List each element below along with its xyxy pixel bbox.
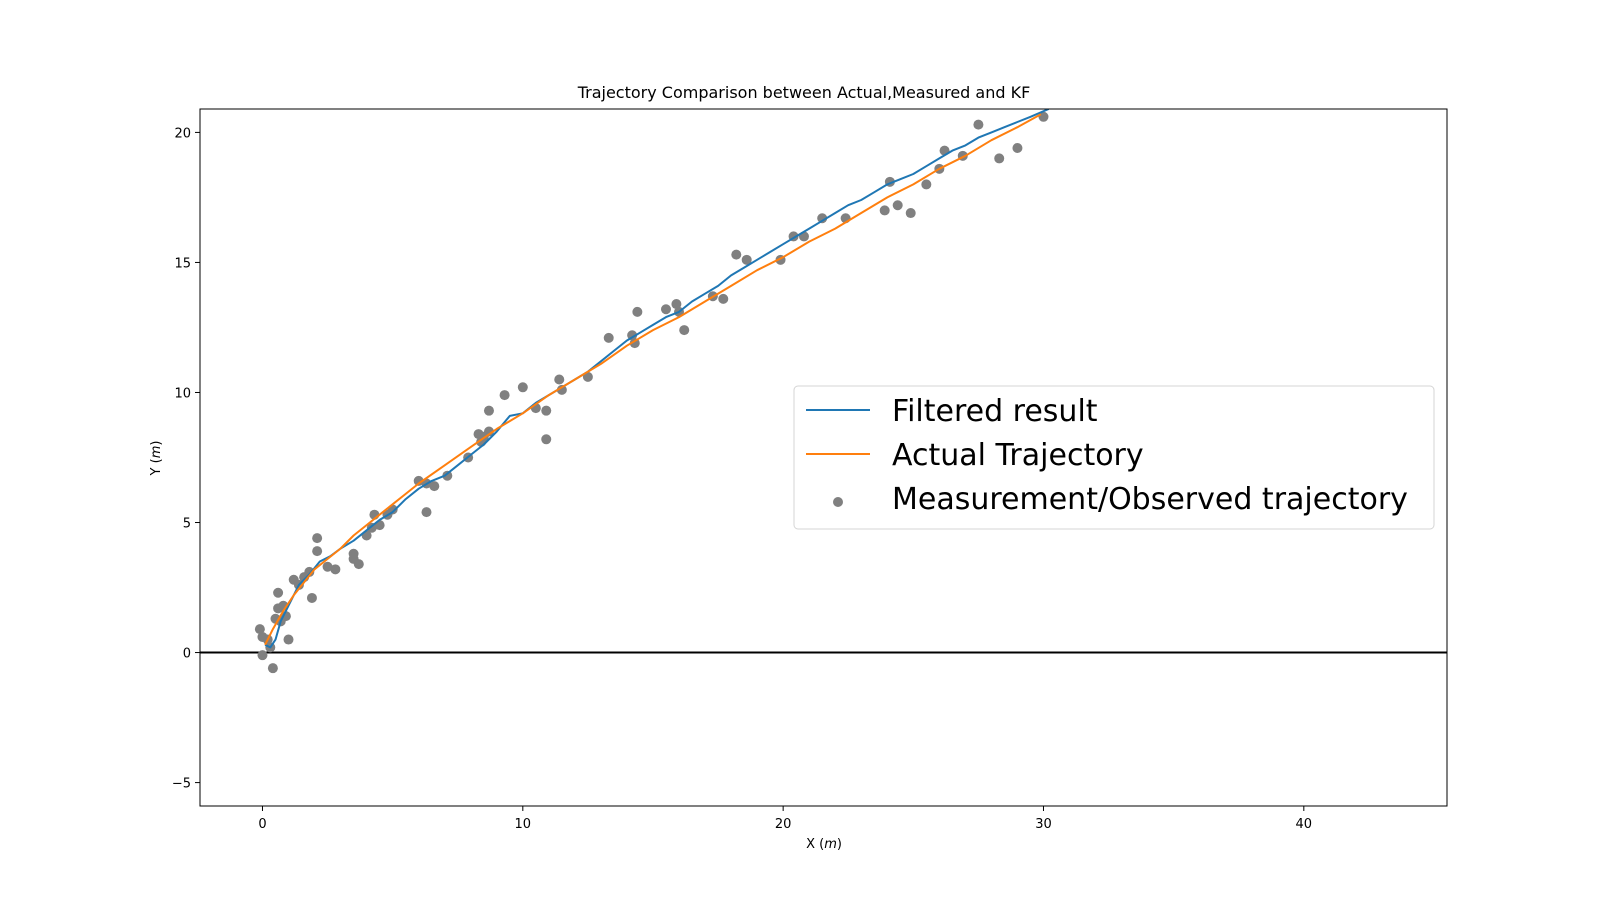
y-tick-label: 5 xyxy=(183,517,191,532)
measurement-point xyxy=(973,119,984,130)
actual-trajectory-line xyxy=(264,113,1042,646)
measurement-point xyxy=(330,564,341,575)
measurement-point xyxy=(541,405,552,416)
measurement-point xyxy=(499,390,510,401)
measurement-point xyxy=(483,405,494,416)
x-axis-label: X (m) xyxy=(806,837,842,852)
x-tick-label: 10 xyxy=(515,817,532,832)
measurement-point xyxy=(483,426,494,437)
measurement-point xyxy=(879,205,890,216)
measurement-point xyxy=(632,306,643,317)
measurement-point xyxy=(1012,143,1023,154)
y-tick-label: 15 xyxy=(174,256,191,271)
measurement-point xyxy=(554,374,565,385)
legend: Filtered result Actual Trajectory Measur… xyxy=(793,385,1435,530)
legend-swatch-measured xyxy=(833,497,843,507)
plot-area xyxy=(200,109,1447,674)
measurement-point xyxy=(421,507,432,518)
measurement-point xyxy=(254,624,265,635)
x-tick-label: 0 xyxy=(258,817,266,832)
measurement-point xyxy=(660,304,671,315)
measurement-point xyxy=(348,548,359,559)
legend-label-filtered: Filtered result xyxy=(892,394,1098,429)
legend-box xyxy=(793,385,1435,530)
measurement-point xyxy=(517,382,528,393)
measurement-point xyxy=(892,200,903,211)
x-tick-label: 20 xyxy=(775,817,792,832)
y-tick-label: 20 xyxy=(174,126,191,141)
x-tick-label: 40 xyxy=(1296,817,1313,832)
filtered-result-line xyxy=(264,109,1050,649)
measurement-point xyxy=(741,254,752,265)
measurement-point xyxy=(257,650,268,661)
legend-label-measured: Measurement/Observed trajectory xyxy=(892,482,1408,517)
plot-frame xyxy=(199,108,1448,807)
measurement-point xyxy=(582,371,593,382)
legend-label-actual: Actual Trajectory xyxy=(892,438,1144,473)
measurement-point xyxy=(322,561,333,572)
y-tick-label: −5 xyxy=(172,777,191,792)
measurement-point xyxy=(353,559,364,570)
chart-title: Trajectory Comparison between Actual,Mea… xyxy=(577,83,1031,102)
measurement-point xyxy=(731,249,742,260)
measurement-point xyxy=(267,663,278,674)
measurement-point xyxy=(312,546,323,557)
y-tick-label: 0 xyxy=(183,647,191,662)
y-axis-label: Y (m) xyxy=(149,441,164,477)
measurement-point xyxy=(718,293,729,304)
measurement-point xyxy=(1038,111,1049,122)
measurement-point xyxy=(306,592,317,603)
measurement-point xyxy=(541,434,552,445)
measurement-point xyxy=(273,587,284,598)
x-axis: 0 10 20 30 40 xyxy=(258,806,1312,832)
measurement-point xyxy=(283,634,294,645)
measurement-point xyxy=(429,481,440,492)
measurement-point xyxy=(817,213,828,224)
measurement-point xyxy=(312,533,323,544)
measurement-point xyxy=(442,470,453,481)
measurement-point xyxy=(679,325,690,336)
measurement-point xyxy=(671,299,682,310)
measurement-point xyxy=(304,566,315,577)
measurement-point xyxy=(413,475,424,486)
measurement-point xyxy=(603,332,614,343)
y-tick-label: 10 xyxy=(174,386,191,401)
measurement-point xyxy=(994,153,1005,164)
y-axis: −5 0 5 10 15 20 xyxy=(172,126,200,792)
x-tick-label: 30 xyxy=(1035,817,1052,832)
measurement-point xyxy=(905,208,916,219)
measurement-point xyxy=(921,179,932,190)
measurement-point xyxy=(556,384,567,395)
